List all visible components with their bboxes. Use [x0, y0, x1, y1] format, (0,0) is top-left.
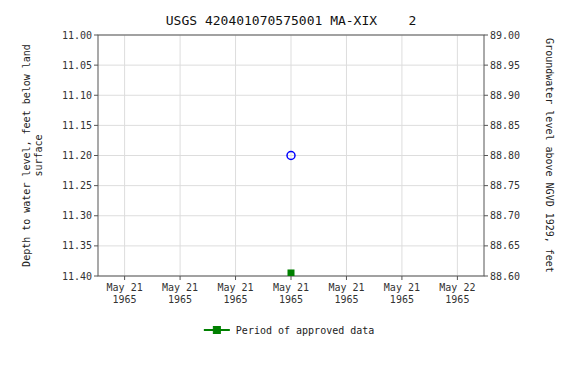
tick-mark: [401, 276, 402, 280]
text-line: surface: [33, 134, 44, 176]
text-line: 1965: [113, 294, 137, 305]
tick-mark: [484, 245, 488, 246]
tick-mark: [484, 125, 488, 126]
grid-line: [235, 35, 236, 276]
tick-label: May 211965: [162, 282, 198, 305]
tick-label: 11.15: [62, 120, 92, 131]
tick-label: 11.20: [62, 150, 92, 161]
tick-mark: [484, 65, 488, 66]
grid-line: [401, 35, 402, 276]
text-line: 1965: [390, 294, 414, 305]
marks: [287, 152, 295, 276]
text-line: May 21: [273, 282, 309, 293]
axis-label: Depth to water level, feet below landsur…: [21, 44, 44, 267]
tick-mark: [94, 276, 98, 277]
text-line: May 21: [328, 282, 364, 293]
tick-label: 88.85: [490, 120, 520, 131]
tick-label: 88.75: [490, 180, 520, 191]
legend-label: Period of approved data: [236, 325, 374, 336]
tick-mark: [484, 185, 488, 186]
tick-label: 88.90: [490, 90, 520, 101]
data-point: [288, 270, 294, 276]
tick-label: May 211965: [384, 282, 420, 305]
grid: [98, 35, 484, 276]
tick-mark: [94, 245, 98, 246]
grid-line: [124, 35, 125, 276]
text-line: May 21: [384, 282, 420, 293]
tick-mark: [94, 185, 98, 186]
tick-mark: [94, 35, 98, 36]
tick-label: 88.60: [490, 271, 520, 282]
grid-line: [346, 35, 347, 276]
legend-marker: [213, 327, 220, 334]
tick-label: May 211965: [328, 282, 364, 305]
tick-mark: [457, 276, 458, 280]
text-line: May 21: [217, 282, 253, 293]
tick-mark: [235, 276, 236, 280]
axes: 11.00 11.05 11.10 11.15 11.20 11.25 11.30 11.35…: [62, 30, 520, 306]
chart: 11.00 11.05 11.10 11.15 11.20 11.25 11.30 11.35…: [0, 0, 576, 384]
legend: Period of approved data: [204, 325, 374, 336]
tick-label: 88.95: [490, 60, 520, 71]
tick-label: 11.10: [62, 90, 92, 101]
tick-label: May 211965: [107, 282, 143, 305]
text-line: May 21: [162, 282, 198, 293]
tick-mark: [484, 276, 488, 277]
text-line: 1965: [279, 294, 303, 305]
text-line: 1965: [445, 294, 469, 305]
tick-mark: [484, 35, 488, 36]
background: [0, 0, 576, 384]
data-point: [287, 152, 295, 160]
tick-label: 11.00: [62, 30, 92, 41]
tick-label: 11.40: [62, 271, 92, 282]
text-line: 1965: [168, 294, 192, 305]
text-line: 1965: [334, 294, 358, 305]
text-line: Groundwater level above NGVD 1929, feet: [544, 38, 555, 273]
text-line: Depth to water level, feet below land: [21, 44, 32, 267]
tick-label: 88.65: [490, 240, 520, 251]
tick-mark: [180, 276, 181, 280]
text-line: May 21: [107, 282, 143, 293]
grid-line: [180, 35, 181, 276]
tick-label: 88.80: [490, 150, 520, 161]
tick-mark: [94, 65, 98, 66]
tick-mark: [346, 276, 347, 280]
tick-mark: [484, 155, 488, 156]
tick-mark: [484, 95, 488, 96]
tick-mark: [124, 276, 125, 280]
tick-label: 11.25: [62, 180, 92, 191]
tick-label: May 221965: [439, 282, 475, 305]
text-line: May 22: [439, 282, 475, 293]
tick-label: 11.05: [62, 60, 92, 71]
tick-mark: [94, 155, 98, 156]
tick-label: 88.70: [490, 210, 520, 221]
tick-label: May 211965: [217, 282, 253, 305]
tick-label: 11.35: [62, 240, 92, 251]
tick-mark: [94, 215, 98, 216]
plot-frame: [98, 35, 484, 276]
tick-mark: [484, 215, 488, 216]
tick-mark: [291, 276, 292, 280]
grid-line: [457, 35, 458, 276]
axis-label: Groundwater level above NGVD 1929, feet: [544, 38, 555, 273]
tick-label: 89.00: [490, 30, 520, 41]
grid-line: [291, 35, 292, 276]
tick-mark: [94, 125, 98, 126]
text-line: 1965: [223, 294, 247, 305]
tick-label: May 211965: [273, 282, 309, 305]
title: USGS 420401070575001 MA-XIX 2: [166, 13, 416, 28]
tick-label: 11.30: [62, 210, 92, 221]
tick-mark: [94, 95, 98, 96]
